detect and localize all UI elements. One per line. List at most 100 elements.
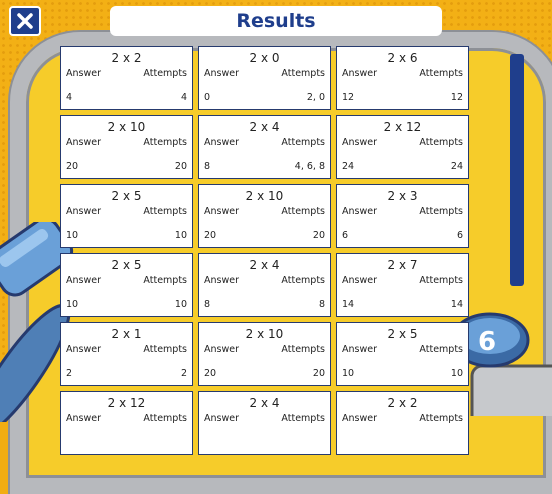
- question-text: 2 x 1: [111, 327, 142, 341]
- answer-value: 6: [342, 230, 349, 241]
- attempts-label: Attempts: [143, 137, 187, 148]
- close-icon: [17, 13, 33, 29]
- question-text: 2 x 2: [387, 396, 418, 410]
- result-card: 2 x 12 Answer Attempts: [60, 391, 193, 455]
- result-card: 2 x 3 Answer Attempts 6 6: [336, 184, 469, 248]
- attempts-label: Attempts: [419, 275, 463, 286]
- question-text: 2 x 5: [111, 189, 142, 203]
- answer-label: Answer: [204, 413, 239, 424]
- answer-value: 20: [204, 230, 217, 241]
- attempts-value: 4: [180, 92, 187, 103]
- answer-value: 8: [204, 161, 211, 172]
- attempts-label: Attempts: [281, 68, 325, 79]
- attempts-value: 8: [318, 299, 325, 310]
- result-card: 2 x 5 Answer Attempts 10 10: [336, 322, 469, 386]
- attempts-label: Attempts: [419, 344, 463, 355]
- attempts-value: 14: [450, 299, 463, 310]
- page-title: Results: [110, 6, 442, 36]
- attempts-value: 20: [312, 368, 325, 379]
- attempts-value: 12: [450, 92, 463, 103]
- answer-label: Answer: [204, 344, 239, 355]
- question-text: 2 x 2: [111, 51, 142, 65]
- result-card: 2 x 10 Answer Attempts 20 20: [198, 322, 331, 386]
- question-text: 2 x 10: [107, 120, 146, 134]
- result-card: 2 x 10 Answer Attempts 20 20: [60, 115, 193, 179]
- attempts-label: Attempts: [143, 344, 187, 355]
- attempts-label: Attempts: [281, 137, 325, 148]
- attempts-value: 2, 0: [306, 92, 325, 103]
- answer-label: Answer: [204, 137, 239, 148]
- attempts-value: 20: [174, 161, 187, 172]
- attempts-value: 10: [174, 299, 187, 310]
- result-card: 2 x 6 Answer Attempts 12 12: [336, 46, 469, 110]
- scrollbar[interactable]: [510, 54, 524, 286]
- answer-value: 10: [66, 299, 79, 310]
- attempts-label: Attempts: [281, 275, 325, 286]
- attempts-value: 6: [456, 230, 463, 241]
- close-button[interactable]: [9, 6, 41, 36]
- answer-value: 2: [66, 368, 73, 379]
- answer-label: Answer: [204, 68, 239, 79]
- answer-label: Answer: [66, 413, 101, 424]
- answer-label: Answer: [342, 68, 377, 79]
- answer-label: Answer: [342, 206, 377, 217]
- answer-value: 14: [342, 299, 355, 310]
- result-card: 2 x 4 Answer Attempts: [198, 391, 331, 455]
- answer-value: 0: [204, 92, 211, 103]
- attempts-value: 2: [180, 368, 187, 379]
- robot-head-right: 6: [452, 312, 552, 416]
- question-text: 2 x 12: [107, 396, 146, 410]
- attempts-value: 10: [450, 368, 463, 379]
- answer-label: Answer: [342, 413, 377, 424]
- answer-label: Answer: [66, 137, 101, 148]
- attempts-label: Attempts: [143, 413, 187, 424]
- answer-value: 24: [342, 161, 355, 172]
- answer-label: Answer: [66, 275, 101, 286]
- attempts-label: Attempts: [281, 413, 325, 424]
- results-grid: 2 x 2 Answer Attempts 4 4 2 x 0 Answer Attempts…: [60, 46, 470, 455]
- answer-label: Answer: [204, 206, 239, 217]
- question-text: 2 x 3: [387, 189, 418, 203]
- question-text: 2 x 4: [249, 258, 280, 272]
- answer-label: Answer: [342, 137, 377, 148]
- attempts-label: Attempts: [419, 137, 463, 148]
- result-card: 2 x 7 Answer Attempts 14 14: [336, 253, 469, 317]
- result-card: 2 x 2 Answer Attempts 4 4: [60, 46, 193, 110]
- result-card: 2 x 4 Answer Attempts 8 8: [198, 253, 331, 317]
- attempts-value: 24: [450, 161, 463, 172]
- attempts-value: 20: [312, 230, 325, 241]
- attempts-value: 10: [174, 230, 187, 241]
- attempts-label: Attempts: [281, 344, 325, 355]
- question-text: 2 x 10: [245, 189, 284, 203]
- attempts-label: Attempts: [419, 206, 463, 217]
- attempts-label: Attempts: [143, 68, 187, 79]
- answer-value: 10: [66, 230, 79, 241]
- question-text: 2 x 4: [249, 120, 280, 134]
- attempts-label: Attempts: [281, 206, 325, 217]
- question-text: 2 x 0: [249, 51, 280, 65]
- attempts-label: Attempts: [419, 413, 463, 424]
- result-card: 2 x 4 Answer Attempts 8 4, 6, 8: [198, 115, 331, 179]
- result-card: 2 x 5 Answer Attempts 10 10: [60, 253, 193, 317]
- result-card: 2 x 5 Answer Attempts 10 10: [60, 184, 193, 248]
- answer-label: Answer: [204, 275, 239, 286]
- attempts-value: 4, 6, 8: [294, 161, 325, 172]
- question-text: 2 x 12: [383, 120, 422, 134]
- question-text: 2 x 10: [245, 327, 284, 341]
- question-text: 2 x 6: [387, 51, 418, 65]
- attempts-label: Attempts: [143, 206, 187, 217]
- robot-arm-left: [0, 222, 74, 422]
- question-text: 2 x 4: [249, 396, 280, 410]
- answer-value: 8: [204, 299, 211, 310]
- result-card: 2 x 10 Answer Attempts 20 20: [198, 184, 331, 248]
- answer-label: Answer: [342, 344, 377, 355]
- attempts-label: Attempts: [143, 275, 187, 286]
- answer-label: Answer: [66, 344, 101, 355]
- answer-value: 20: [204, 368, 217, 379]
- result-card: 2 x 0 Answer Attempts 0 2, 0: [198, 46, 331, 110]
- result-card: 2 x 2 Answer Attempts: [336, 391, 469, 455]
- answer-label: Answer: [66, 206, 101, 217]
- answer-label: Answer: [342, 275, 377, 286]
- answer-value: 10: [342, 368, 355, 379]
- question-text: 2 x 7: [387, 258, 418, 272]
